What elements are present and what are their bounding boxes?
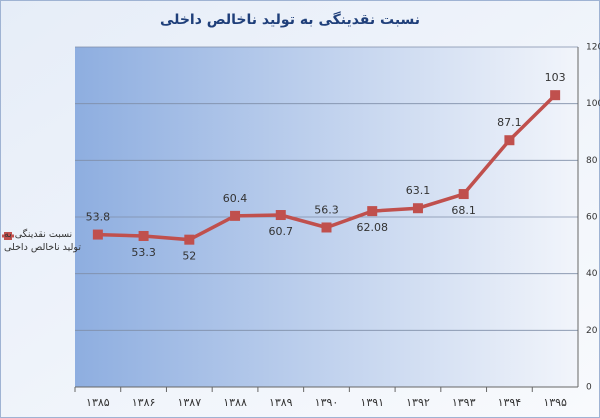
y-tick-label: 40 <box>586 269 598 279</box>
data-label: 68.1 <box>451 204 476 217</box>
data-point <box>550 90 561 101</box>
data-label: 63.1 <box>406 184 431 197</box>
data-label: 103 <box>545 71 566 84</box>
x-tick-label: ۱۳۹۱ <box>360 396 384 409</box>
x-tick-label: ۱۳۹۴ <box>498 396 522 409</box>
data-point <box>412 203 423 214</box>
x-tick-label: ۱۳۸۶ <box>132 396 156 409</box>
x-tick-label: ۱۳۹۳ <box>452 396 476 409</box>
data-label: 56.3 <box>314 203 339 216</box>
data-point <box>321 222 332 233</box>
data-point <box>275 210 286 221</box>
data-label: 52 <box>182 250 196 263</box>
y-tick-label: 0 <box>586 383 592 393</box>
x-tick-label: ۱۳۸۷ <box>177 396 201 409</box>
x-tick-label: ۱۳۹۵ <box>543 396 567 409</box>
data-point <box>184 234 195 245</box>
data-point <box>458 189 469 200</box>
x-tick-label: ۱۳۸۸ <box>223 396 247 409</box>
legend-marker <box>4 232 12 240</box>
data-label: 62.08 <box>356 221 388 234</box>
legend-label: نسبت نقدینگی به تولید ناخالص داخلی <box>4 229 81 253</box>
y-tick-label: 80 <box>586 156 598 166</box>
y-tick-label: 120 <box>586 43 600 53</box>
x-tick-label: ۱۳۹۰ <box>315 396 339 409</box>
y-tick-label: 60 <box>586 213 598 223</box>
data-point <box>367 206 378 217</box>
data-label: 53.3 <box>131 246 156 259</box>
x-tick-label: ۱۳۸۵ <box>86 396 110 409</box>
y-tick-label: 100 <box>586 99 600 109</box>
y-tick-label: 20 <box>586 326 598 336</box>
data-label: 60.4 <box>223 192 248 205</box>
data-point <box>138 230 149 241</box>
data-point <box>92 229 103 240</box>
data-label: 60.7 <box>269 225 294 238</box>
data-point <box>504 135 515 146</box>
data-point <box>230 210 241 221</box>
x-tick-label: ۱۳۸۹ <box>269 396 293 409</box>
x-tick-label: ۱۳۹۲ <box>406 396 430 409</box>
data-label: 87.1 <box>497 116 522 129</box>
chart-title: نسبت نقدینگی به تولید ناخالص داخلی <box>160 11 420 28</box>
data-label: 53.8 <box>86 211 111 224</box>
